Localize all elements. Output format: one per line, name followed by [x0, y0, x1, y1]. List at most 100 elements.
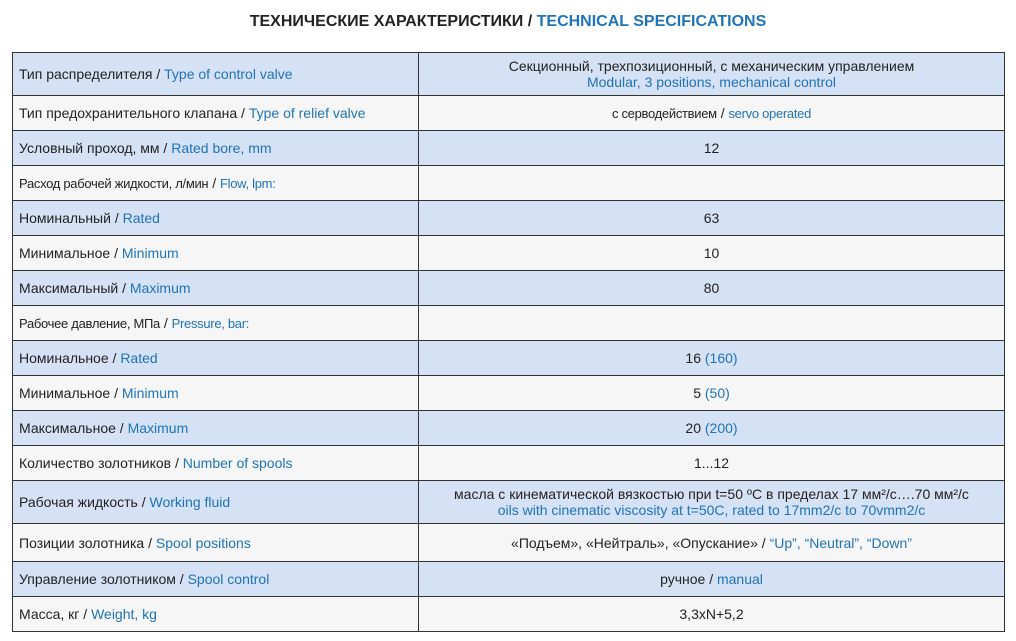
spec-label: Масса, кг / Weight, kg — [12, 596, 419, 632]
label-ru: Позиции золотника — [19, 534, 145, 551]
spec-value: масла с кинематической вязкостью при t=5… — [418, 480, 1005, 524]
spec-label: Рабочее давление, МПа / Pressure, bar: — [12, 305, 419, 341]
spec-value: 3,3xN+5,2 — [418, 596, 1005, 632]
label-ru: Номинальный — [19, 210, 111, 226]
label-en: Maximum — [127, 420, 189, 436]
label-en: Spool control — [187, 571, 270, 587]
table-row: Максимальный / Maximum 80 — [12, 270, 1005, 306]
label-ru: Рабочее давление, МПа — [19, 316, 160, 331]
label-ru: Расход рабочей жидкости, л/мин — [19, 176, 209, 191]
table-row: Номинальное / Rated 16 (160) — [12, 340, 1005, 376]
label-ru: Тип распределителя — [19, 66, 153, 82]
spec-value: 63 — [418, 200, 1005, 236]
table-row: Расход рабочей жидкости, л/мин / Flow, l… — [12, 165, 1005, 201]
value-ru: масла с кинематической вязкостью при t=5… — [454, 486, 969, 502]
spec-value: Секционный, трехпозиционный, с механичес… — [418, 52, 1005, 96]
spec-label: Управление золотником / Spool control — [12, 561, 419, 597]
table-row: Рабочее давление, МПа / Pressure, bar: — [12, 305, 1005, 341]
label-ru: Минимальное — [19, 245, 111, 261]
title-ru: ТЕХНИЧЕСКИЕ ХАРАКТЕРИСТИКИ — [249, 13, 524, 30]
label-en: Minimum — [121, 385, 179, 401]
spec-label: Номинальное / Rated — [12, 340, 419, 376]
value-ru: 1...12 — [693, 455, 730, 471]
spec-label: Условный проход, мм / Rated bore, mm — [12, 130, 419, 166]
label-en: Rated — [120, 350, 158, 366]
spec-label: Максимальный / Maximum — [12, 270, 419, 306]
value-ru: 63 — [703, 210, 720, 226]
spec-label: Минимальное / Minimum — [12, 375, 419, 411]
label-ru: Количество золотников — [19, 455, 172, 471]
value-en: Modular, 3 positions, mechanical control — [586, 74, 837, 90]
spec-value: ручное / manual — [418, 561, 1005, 597]
value-ru: 10 — [703, 245, 720, 261]
spec-value: 12 — [418, 130, 1005, 166]
table-row: Условный проход, мм / Rated bore, mm 12 — [12, 130, 1005, 166]
label-en: Pressure, bar: — [171, 316, 250, 331]
table-row: Минимальное / Minimum 10 — [12, 235, 1005, 271]
spec-label: Расход рабочей жидкости, л/мин / Flow, l… — [12, 165, 419, 201]
value-ru: Секционный, трехпозиционный, с механичес… — [508, 58, 915, 74]
label-en: Rated — [122, 210, 160, 226]
spec-label: Рабочая жидкость / Working fluid — [12, 480, 419, 524]
spec-label: Тип распределителя / Type of control val… — [12, 52, 419, 96]
table-row: Тип распределителя / Type of control val… — [12, 52, 1005, 96]
table-row: Номинальный / Rated 63 — [12, 200, 1005, 236]
spec-value: 16 (160) — [418, 340, 1005, 376]
label-en: Flow, lpm: — [220, 176, 276, 191]
spec-value: 1...12 — [418, 445, 1005, 481]
label-en: Type of control valve — [164, 66, 293, 82]
spec-value: 20 (200) — [418, 410, 1005, 446]
spec-value: 10 — [418, 235, 1005, 271]
value-ru: с серводействием — [611, 106, 717, 121]
label-ru: Масса, кг — [19, 606, 80, 622]
value-ru: 80 — [703, 280, 720, 296]
label-en: Minimum — [121, 245, 179, 261]
spec-label: Количество золотников / Number of spools — [12, 445, 419, 481]
spec-value: 5 (50) — [418, 375, 1005, 411]
value-en: (50) — [704, 385, 730, 401]
spec-value: 80 — [418, 270, 1005, 306]
label-ru: Рабочая жидкость — [19, 494, 138, 510]
value-ru: 5 — [693, 385, 701, 401]
label-ru: Максимальный — [19, 280, 119, 296]
spec-value: с серводействием / servo operated — [418, 95, 1005, 131]
table-row: Количество золотников / Number of spools… — [12, 445, 1005, 481]
value-ru: 12 — [703, 140, 720, 156]
title-sep: / — [523, 13, 537, 30]
value-en: (160) — [704, 350, 738, 366]
table-row: Рабочая жидкость / Working fluid масла с … — [12, 480, 1005, 524]
label-en: Rated bore, mm — [171, 140, 272, 156]
table-row: Максимальное / Maximum 20 (200) — [12, 410, 1005, 446]
value-en: servo operated — [728, 106, 812, 121]
page-title: ТЕХНИЧЕСКИЕ ХАРАКТЕРИСТИКИ / TECHNICAL S… — [0, 13, 1016, 31]
label-ru: Условный проход, мм — [19, 140, 160, 156]
spec-value — [418, 305, 1005, 341]
spec-value: «Подъем», «Нейтраль», «Опускание» / “Up”… — [418, 523, 1005, 562]
label-en: Number of spools — [182, 455, 293, 471]
label-en: Maximum — [129, 280, 191, 296]
table-row: Позиции золотника / Spool positions «Подъ… — [12, 523, 1005, 562]
table-row: Тип предохранительного клапана / Type of… — [12, 95, 1005, 131]
spec-value — [418, 165, 1005, 201]
label-en: Spool positions — [155, 534, 251, 551]
spec-label: Тип предохранительного клапана / Type of… — [12, 95, 419, 131]
title-en: TECHNICAL SPECIFICATIONS — [536, 13, 767, 30]
label-ru: Номинальное — [19, 350, 109, 366]
label-ru: Максимальное — [19, 420, 116, 436]
value-en: manual — [716, 571, 763, 587]
value-ru: 16 — [685, 350, 701, 366]
table-row: Минимальное / Minimum 5 (50) — [12, 375, 1005, 411]
value-en: “Up”, “Neutral”, “Down” — [769, 534, 912, 551]
value-ru: ручное — [660, 571, 706, 587]
spec-label: Номинальный / Rated — [12, 200, 419, 236]
table-row: Масса, кг / Weight, kg 3,3xN+5,2 — [12, 596, 1005, 632]
label-ru: Управление золотником — [19, 571, 176, 587]
spec-label: Позиции золотника / Spool positions — [12, 523, 419, 562]
label-ru: Минимальное — [19, 385, 111, 401]
value-ru: 3,3xN+5,2 — [679, 606, 744, 622]
label-ru: Тип предохранительного клапана — [19, 105, 238, 121]
value-en: (200) — [704, 420, 738, 436]
value-en: oils with cinematic viscosity at t=50C, … — [497, 502, 926, 518]
value-ru: «Подъем», «Нейтраль», «Опускание» — [511, 534, 758, 551]
spec-label: Минимальное / Minimum — [12, 235, 419, 271]
